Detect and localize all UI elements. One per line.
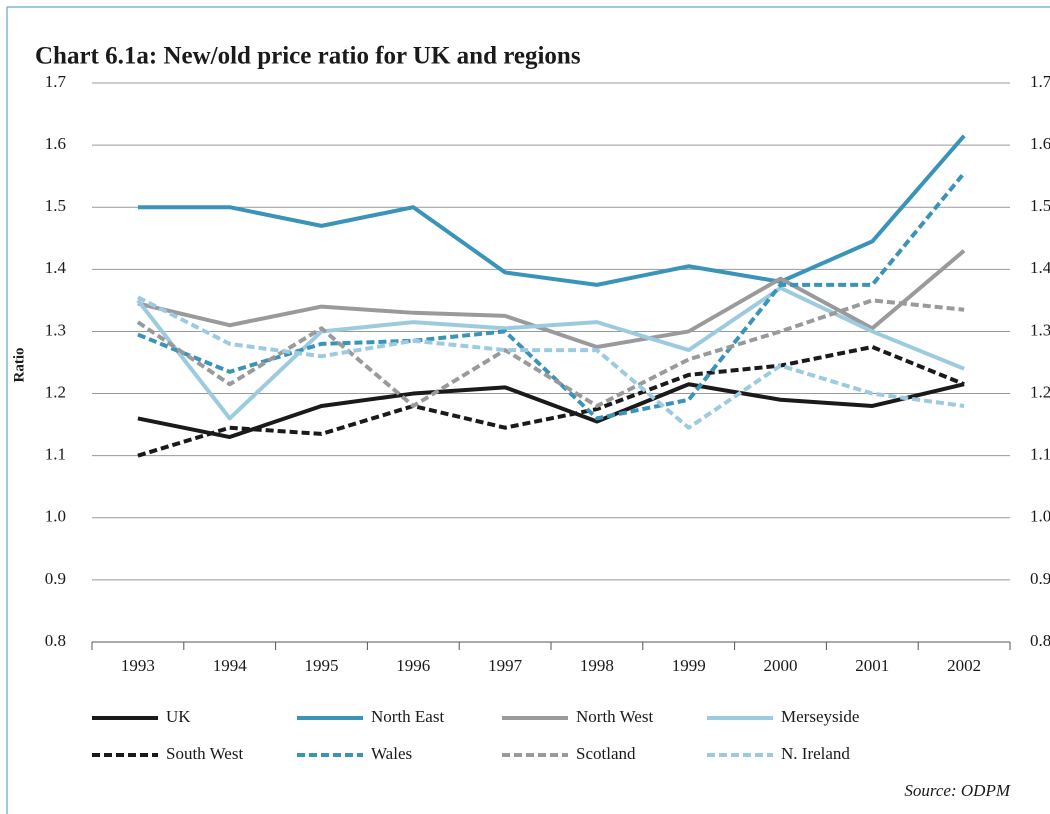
x-tick-label: 2001 xyxy=(855,656,889,675)
series-line xyxy=(137,344,965,458)
legend-label: South West xyxy=(166,744,243,763)
y-tick-label: 1.4 xyxy=(45,258,67,277)
y2-tick-label: 1.3 xyxy=(1030,320,1050,339)
y-tick-label: 1.2 xyxy=(45,382,66,401)
x-tick-label: 2002 xyxy=(947,656,981,675)
y2-tick-label: 1.1 xyxy=(1030,445,1050,464)
y2-tick-label: 1.7 xyxy=(1030,72,1050,91)
y-axis-label: Ratio xyxy=(11,348,27,383)
source: Source: ODPM xyxy=(904,781,1010,800)
series-line xyxy=(136,295,965,430)
x-tick-label: 1995 xyxy=(305,656,339,675)
y2-tick-label: 0.9 xyxy=(1030,569,1050,588)
x-tick-label: 1997 xyxy=(488,656,523,675)
legend-label: North East xyxy=(371,707,444,726)
y2-tick-label: 1.4 xyxy=(1030,258,1050,277)
y-tick-label: 1.7 xyxy=(45,72,67,91)
chart-title: Chart 6.1a: New/old price ratio for UK a… xyxy=(35,43,581,70)
y2-tick-label: 1.0 xyxy=(1030,507,1050,526)
x-tick-label: 1996 xyxy=(396,656,430,675)
y-tick-label: 1.0 xyxy=(45,507,66,526)
y-tick-label: 1.5 xyxy=(45,196,66,215)
y-tick-label: 1.3 xyxy=(45,320,66,339)
y2-tick-label: 1.5 xyxy=(1030,196,1050,215)
series-line xyxy=(137,171,966,421)
y-tick-label: 1.6 xyxy=(45,134,66,153)
x-tick-label: 2000 xyxy=(764,656,798,675)
series-line xyxy=(137,134,966,287)
series-line xyxy=(137,382,965,440)
y-tick-label: 0.9 xyxy=(45,569,66,588)
y-tick-label: 0.8 xyxy=(45,631,66,650)
series-line xyxy=(136,298,965,408)
legend-label: Merseyside xyxy=(781,707,859,726)
series-line xyxy=(136,285,965,421)
legend-label: UK xyxy=(166,707,191,726)
series-line xyxy=(137,249,966,349)
x-tick-label: 1998 xyxy=(580,656,614,675)
legend-label: North West xyxy=(576,707,653,726)
x-tick-label: 1994 xyxy=(213,656,248,675)
legend-label: N. Ireland xyxy=(781,744,850,763)
y-tick-label: 1.1 xyxy=(45,445,66,464)
legend-label: Scotland xyxy=(576,744,636,763)
x-tick-label: 1999 xyxy=(672,656,706,675)
x-tick-label: 1993 xyxy=(121,656,155,675)
legend-label: Wales xyxy=(371,744,412,763)
y2-tick-label: 1.2 xyxy=(1030,382,1050,401)
y2-tick-label: 0.8 xyxy=(1030,631,1050,650)
y2-tick-label: 1.6 xyxy=(1030,134,1050,153)
